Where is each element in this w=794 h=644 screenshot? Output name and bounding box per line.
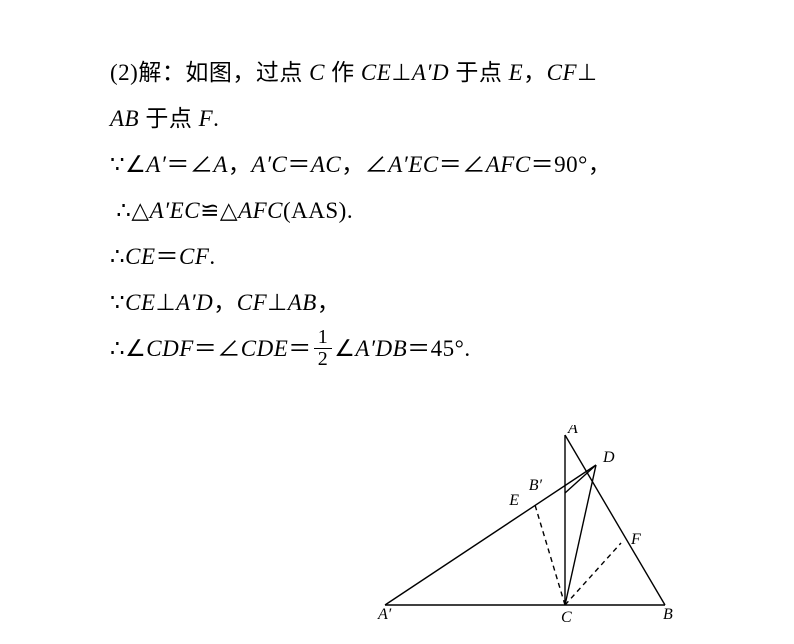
edge-B-A: [565, 435, 665, 605]
t: 于点: [449, 60, 509, 85]
congruent: ≌: [200, 198, 220, 223]
var-Aprime: A′: [146, 152, 166, 177]
angle: ∠: [462, 152, 486, 177]
label-Aprime: A′: [377, 606, 392, 623]
solid-lines: [385, 435, 665, 605]
var-AprimeD: A′D: [412, 60, 449, 85]
var-AB: AB: [110, 106, 139, 131]
frac-num: 1: [314, 327, 333, 349]
eq: ＝: [194, 336, 218, 361]
line-3: ∵∠A′＝∠A，A′C＝AC，∠A′EC＝∠AFC＝90°，: [110, 142, 690, 188]
var-AB: AB: [288, 290, 317, 315]
var-AprimeC: A′C: [251, 152, 287, 177]
var-CE: CE: [361, 60, 391, 85]
eq: ＝: [407, 336, 431, 361]
edge-C-D: [565, 465, 596, 605]
geometry-diagram: A D B′ E F A′ C B: [370, 425, 680, 625]
var-CDE: CDE: [241, 336, 289, 361]
perp: ⊥: [156, 290, 177, 315]
line-5: ∴CE＝CF.: [110, 234, 690, 280]
eq: ＝: [531, 152, 555, 177]
var-A: A: [213, 152, 228, 177]
c: ，: [228, 152, 252, 177]
deg45: 45°.: [431, 336, 471, 361]
label-Bprime: B′: [529, 477, 543, 494]
label-D: D: [602, 449, 615, 466]
angle: ∠: [190, 152, 214, 177]
var-CE: CE: [125, 290, 155, 315]
c: ，: [588, 152, 612, 177]
c: ，: [341, 152, 365, 177]
var-AFC: AFC: [486, 152, 531, 177]
therefore: ∴: [116, 198, 131, 223]
var-CDF: CDF: [146, 336, 194, 361]
fraction-half: 12: [314, 327, 333, 370]
label-E: E: [508, 492, 519, 509]
t: 于点: [139, 106, 199, 131]
var-C: C: [309, 60, 325, 85]
eq: ＝: [288, 336, 312, 361]
triangle: △: [131, 198, 149, 223]
because: ∵: [110, 290, 125, 315]
dashed-lines: [535, 505, 621, 605]
var-AprimeD: A′D: [176, 290, 213, 315]
var-AprimeDB: A′DB: [355, 336, 407, 361]
therefore: ∴: [110, 336, 125, 361]
eq: ＝: [439, 152, 463, 177]
angle: ∠: [365, 152, 389, 177]
var-CF: CF: [547, 60, 577, 85]
dashed-edge-C-E: [535, 505, 565, 605]
aas: (AAS).: [283, 198, 353, 223]
frac-den: 2: [314, 349, 333, 370]
dashed-edge-C-F: [565, 543, 621, 605]
page: (2)解：如图，过点 C 作 CE⊥A′D 于点 E，CF⊥ AB 于点 F. …: [0, 0, 794, 644]
triangle: △: [220, 198, 238, 223]
label-B: B: [663, 606, 673, 623]
var-AprimeEC: A′EC: [388, 152, 438, 177]
c: ，: [213, 290, 237, 315]
c: ，: [317, 290, 341, 315]
perp: ⊥: [391, 60, 412, 85]
line-1: (2)解：如图，过点 C 作 CE⊥A′D 于点 E，CF⊥: [110, 50, 690, 96]
angle: ∠: [125, 152, 146, 177]
var-CF: CF: [237, 290, 267, 315]
t: .: [213, 106, 219, 131]
solution-text: (2)解：如图，过点 C 作 CE⊥A′D 于点 E，CF⊥ AB 于点 F. …: [110, 50, 690, 372]
because: ∵: [110, 152, 125, 177]
var-AC: AC: [311, 152, 341, 177]
eq: ＝: [287, 152, 311, 177]
var-F: F: [199, 106, 214, 131]
line-7: ∴∠CDF＝∠CDE＝12∠A′DB＝45°.: [110, 326, 690, 372]
line-4: ∴△A′EC≌△AFC(AAS).: [110, 188, 690, 234]
label-F: F: [630, 531, 641, 548]
p: .: [209, 244, 215, 269]
angle: ∠: [125, 336, 146, 361]
perp: ⊥: [577, 60, 598, 85]
t: (2)解：如图，过点: [110, 60, 309, 85]
eq: ＝: [166, 152, 190, 177]
angle: ∠: [217, 336, 241, 361]
var-AFC: AFC: [238, 198, 283, 223]
eq: ＝: [156, 244, 180, 269]
deg90: 90°: [554, 152, 588, 177]
var-E: E: [509, 60, 524, 85]
t: 作: [325, 60, 361, 85]
label-C: C: [561, 609, 572, 625]
var-CF: CF: [179, 244, 209, 269]
point-labels: A D B′ E F A′ C B: [377, 425, 673, 625]
line-6: ∵CE⊥A′D，CF⊥AB，: [110, 280, 690, 326]
line-2: AB 于点 F.: [110, 96, 690, 142]
var-AprimeEC: A′EC: [150, 198, 200, 223]
therefore: ∴: [110, 244, 125, 269]
t: ，: [523, 60, 547, 85]
perp: ⊥: [267, 290, 288, 315]
label-A: A: [567, 425, 578, 437]
angle: ∠: [334, 336, 355, 361]
var-CE: CE: [125, 244, 155, 269]
